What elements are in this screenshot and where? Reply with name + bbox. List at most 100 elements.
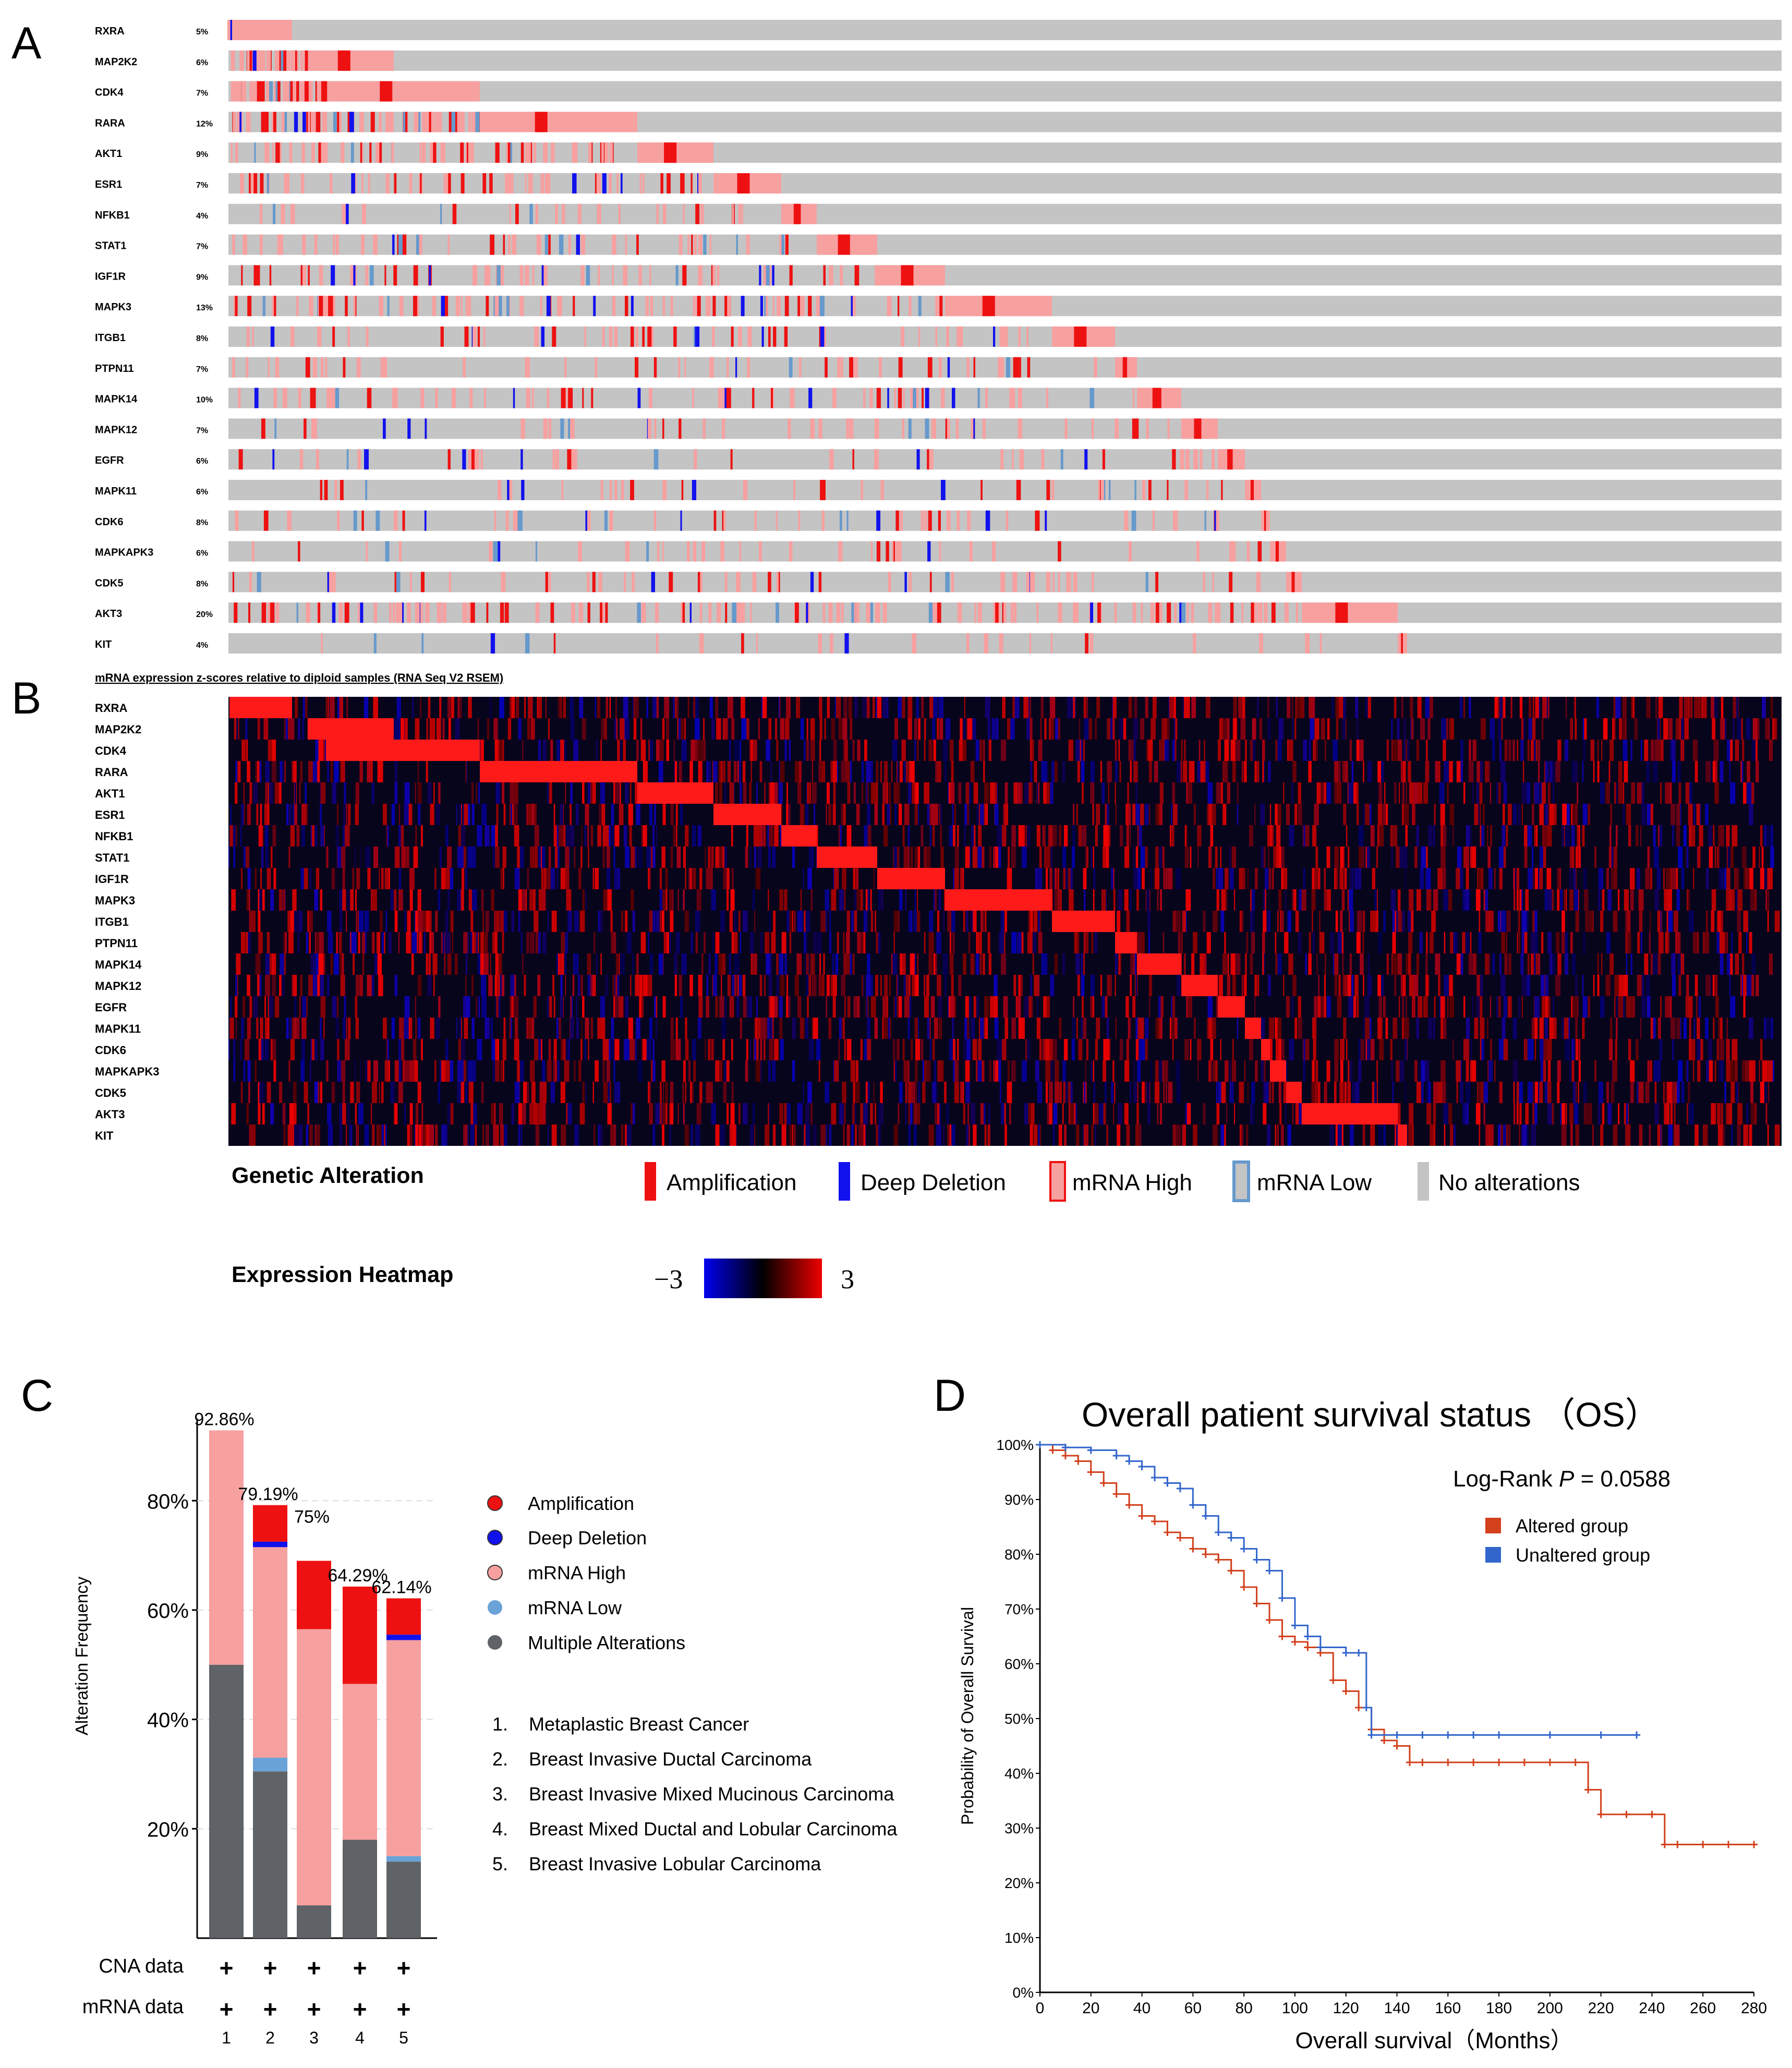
heatmap-cell	[1614, 718, 1616, 740]
heatmap-cell	[1364, 996, 1370, 1018]
onco-sample-mark	[863, 388, 866, 408]
heatmap-cell	[987, 718, 990, 740]
heatmap-cell	[774, 782, 778, 804]
onco-sample-mark	[405, 112, 408, 132]
onco-sample-mark	[389, 602, 392, 623]
onco-sample-mark	[414, 112, 419, 132]
onco-sample-mark	[281, 203, 285, 224]
heatmap-cell	[1287, 740, 1289, 761]
heatmap-cell	[813, 1018, 818, 1039]
heatmap-cell	[1250, 953, 1253, 975]
heatmap-cell	[962, 718, 966, 740]
heatmap-cell	[601, 1018, 606, 1039]
heatmap-cell	[719, 846, 723, 868]
heatmap-cell	[921, 825, 924, 846]
onco-sample-mark	[1018, 326, 1021, 347]
heatmap-cell	[1518, 804, 1521, 825]
onco-sample-mark	[635, 357, 639, 378]
heatmap-cell	[1428, 1018, 1433, 1039]
heatmap-cell	[1715, 996, 1719, 1018]
heatmap-cell	[1322, 718, 1325, 740]
onco-sample-mark	[699, 602, 703, 623]
heatmap-cell	[1613, 911, 1618, 932]
onco-sample-mark	[525, 173, 527, 194]
heatmap-cell	[724, 996, 727, 1018]
onco-sample-mark	[1085, 633, 1088, 654]
onco-sample-mark	[240, 173, 244, 194]
heatmap-cell	[1766, 825, 1770, 846]
heatmap-cell	[819, 761, 825, 782]
heatmap-cell	[769, 911, 771, 932]
heatmap-cell	[458, 846, 464, 868]
heatmap-cell	[1141, 932, 1145, 953]
heatmap-cell	[355, 804, 359, 825]
heatmap-cell	[721, 975, 722, 996]
onco-sample-mark	[248, 602, 250, 623]
onco-sample-mark	[311, 418, 315, 439]
onco-sample-mark	[761, 326, 764, 347]
heatmap-cell	[991, 718, 996, 740]
heatmap-cell	[538, 889, 542, 911]
onco-sample-mark	[247, 296, 252, 317]
onco-sample-mark	[467, 142, 469, 163]
heatmap-cell	[940, 1018, 942, 1039]
heatmap-cell	[1096, 804, 1100, 825]
heatmap-cell	[235, 761, 237, 782]
heatmap-cell	[640, 740, 646, 761]
heatmap-cell	[698, 761, 703, 782]
heatmap-cell	[1450, 718, 1454, 740]
heatmap-cell	[728, 697, 733, 718]
heatmap-cell	[1086, 846, 1088, 868]
heatmap-cell	[1623, 718, 1626, 740]
onco-sample-mark	[317, 81, 321, 102]
heatmap-cell	[294, 804, 297, 825]
heatmap-cell	[263, 718, 269, 740]
heatmap-cell	[1134, 761, 1138, 782]
onco-sample-mark	[586, 265, 590, 286]
onco-sample-mark	[350, 265, 354, 286]
heatmap-cell	[1726, 889, 1729, 911]
heatmap-cell	[315, 740, 319, 761]
heatmap-cell	[582, 996, 585, 1018]
onco-sample-mark	[1204, 510, 1206, 531]
heatmap-cell	[731, 825, 733, 846]
heatmap-cell	[1022, 825, 1025, 846]
onco-sample-mark	[286, 173, 289, 194]
heatmap-cell	[703, 718, 705, 740]
heatmap-cell	[1369, 804, 1372, 825]
onco-sample-mark	[1193, 449, 1198, 470]
onco-sample-mark	[547, 388, 550, 408]
heatmap-cell	[1334, 782, 1338, 804]
heatmap-cell	[1498, 782, 1501, 804]
heatmap-cell	[1292, 697, 1293, 718]
heatmap-cell	[447, 953, 452, 975]
onco-sample-mark	[1000, 572, 1006, 592]
heatmap-cell	[457, 697, 460, 718]
heatmap-cell	[1578, 846, 1581, 868]
heatmap-cell	[1697, 804, 1700, 825]
heatmap-cell	[1079, 718, 1080, 740]
heatmap-cell	[630, 975, 632, 996]
onco-sample-mark	[525, 142, 530, 163]
heatmap-cell	[1103, 825, 1109, 846]
heatmap-cell	[1741, 953, 1745, 975]
heatmap-cell	[736, 953, 740, 975]
heatmap-cell	[1720, 825, 1724, 846]
onco-sample-mark	[618, 203, 621, 224]
onco-sample-mark	[738, 602, 742, 623]
heatmap-cell	[411, 932, 417, 953]
heatmap-cell	[928, 740, 933, 761]
heatmap-cell	[636, 953, 639, 975]
onco-sample-mark	[321, 357, 324, 378]
heatmap-cell	[1553, 1018, 1557, 1039]
heatmap-cell	[1176, 868, 1181, 889]
heatmap-cell	[666, 718, 670, 740]
heatmap-cell	[1365, 846, 1367, 868]
heatmap-cell	[797, 911, 803, 932]
heatmap-cell	[924, 975, 925, 996]
heatmap-cell	[1324, 868, 1326, 889]
heatmap-cell	[1207, 1018, 1208, 1039]
heatmap-cell	[1419, 932, 1423, 953]
heatmap-cell	[1755, 975, 1759, 996]
heatmap-cell	[611, 804, 614, 825]
